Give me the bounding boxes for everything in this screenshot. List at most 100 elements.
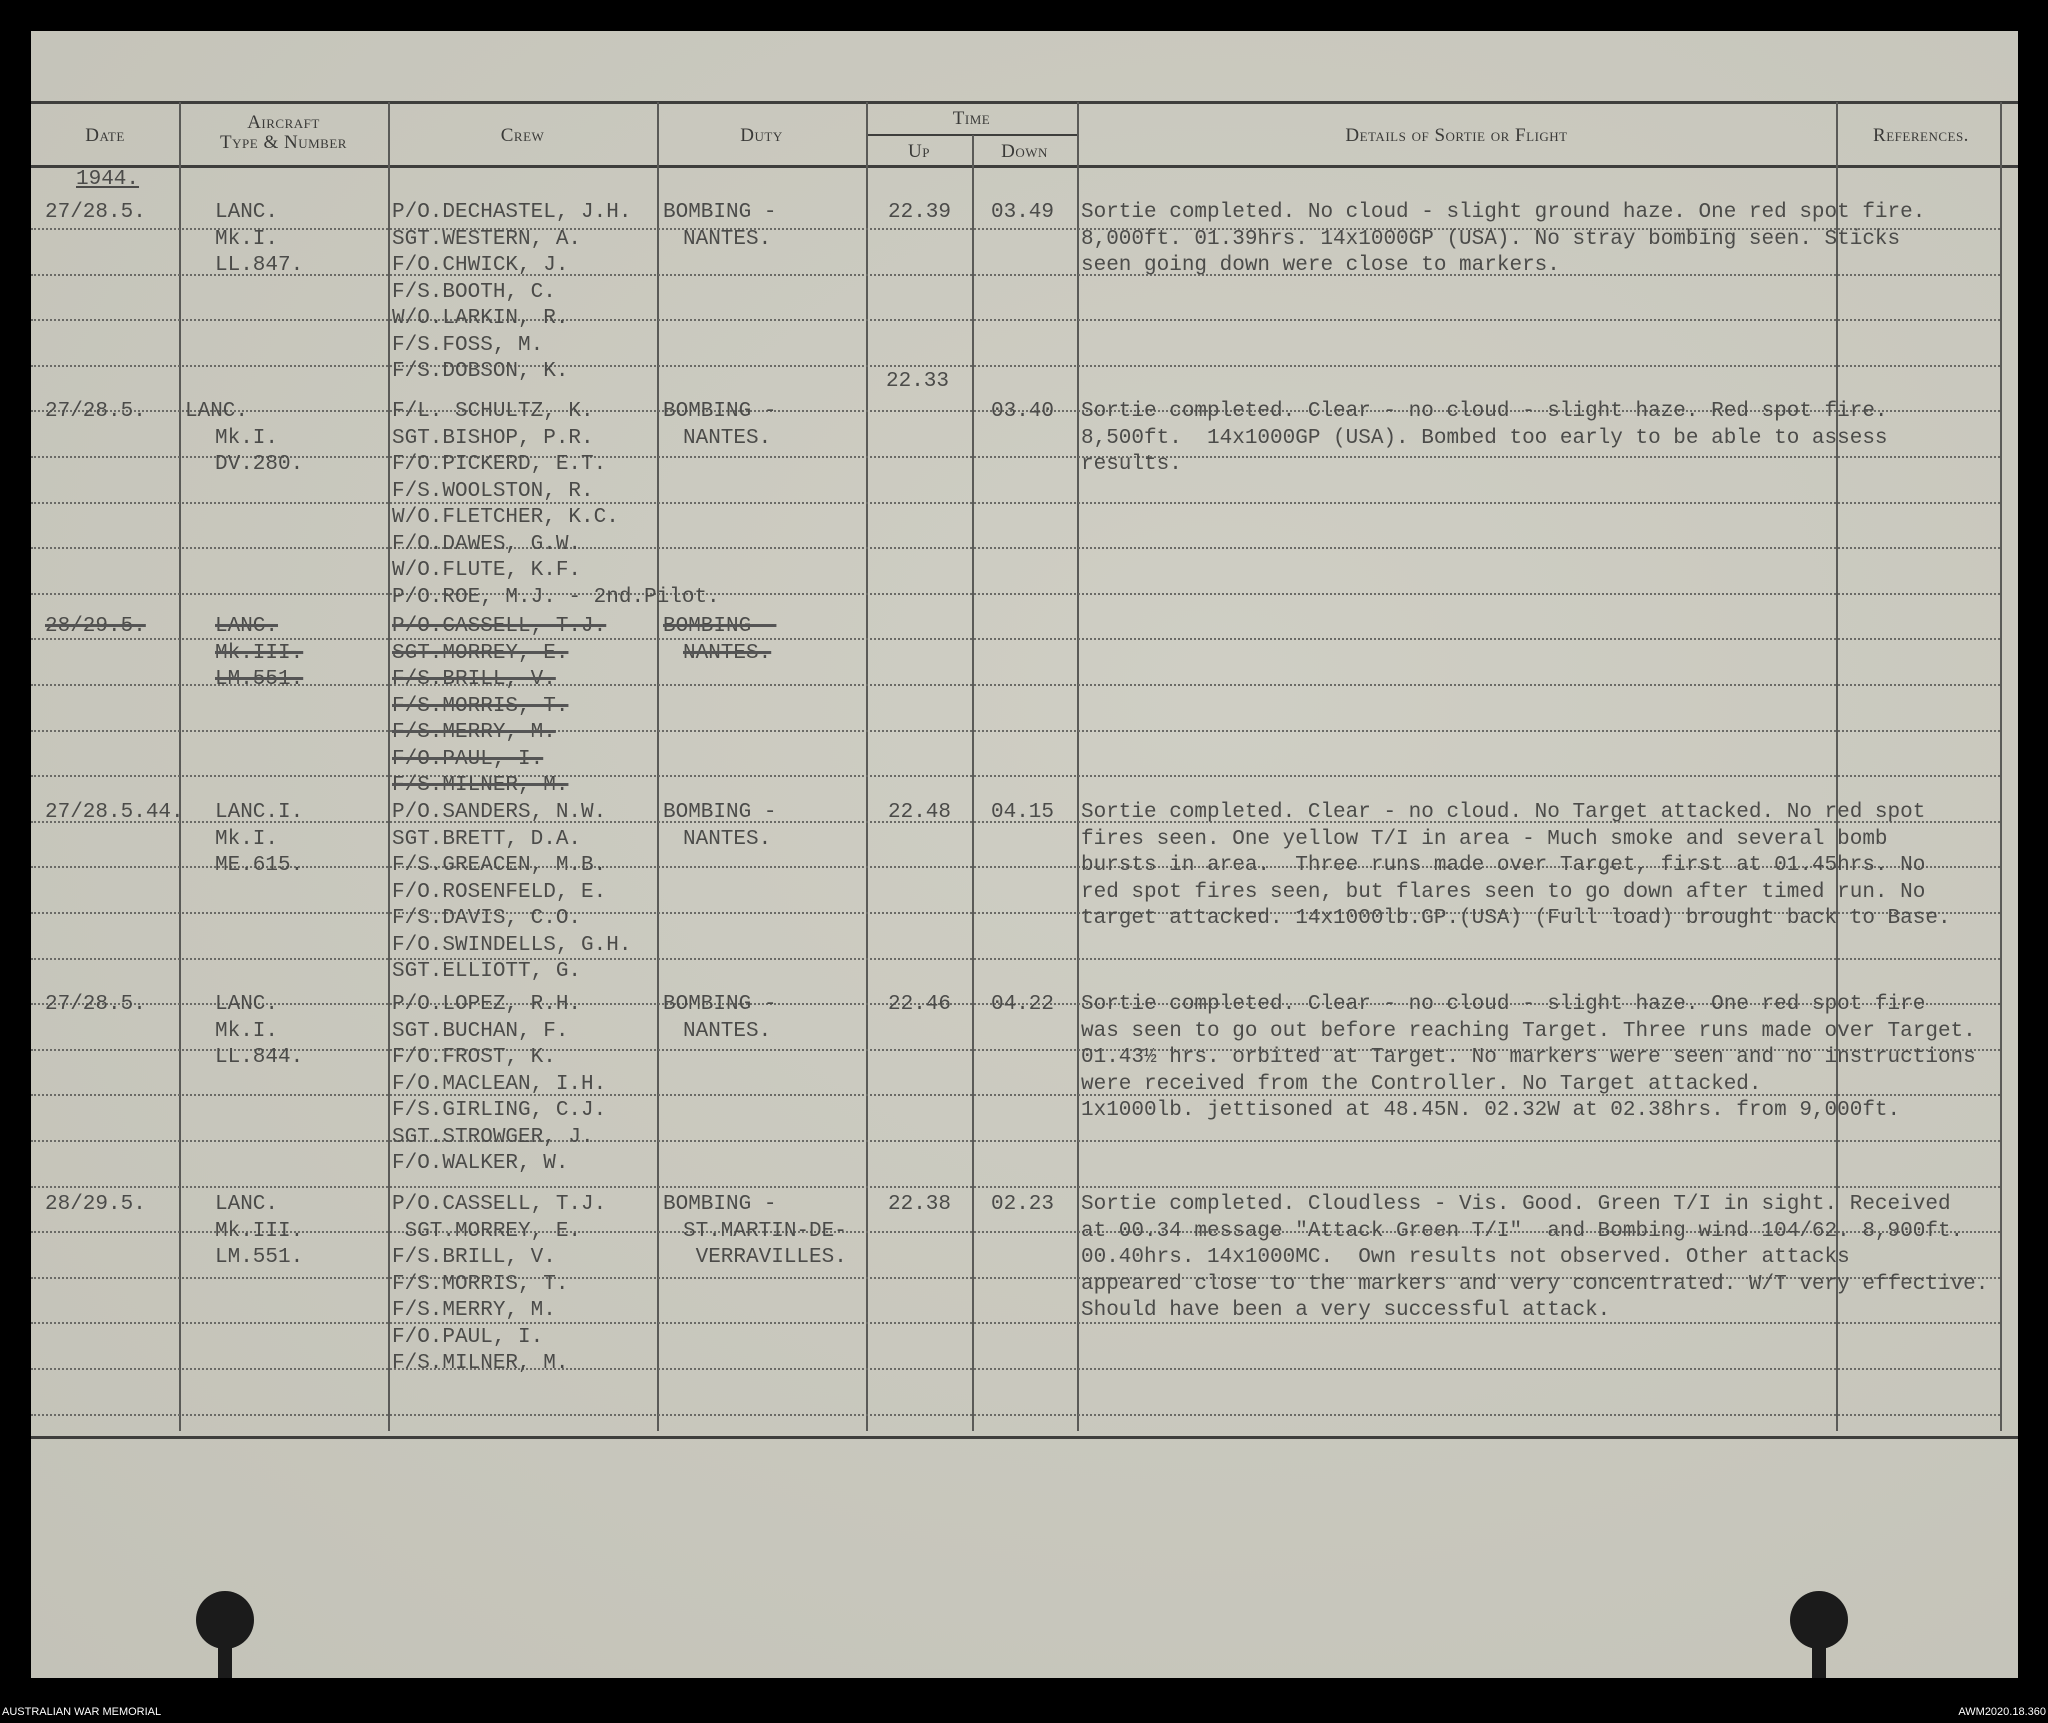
details-line: appeared close to the markers and very c…	[1081, 1272, 1989, 1296]
column-divider	[1836, 102, 1838, 1431]
duty-line: BOMBING -	[663, 1193, 777, 1216]
crew-member: F/O.DAWES, G.W.	[392, 532, 582, 556]
crew-member: F/S.DOBSON, K.	[392, 360, 569, 383]
column-divider	[388, 102, 390, 1431]
operations-record-page: Date Aircraft Type & Number Crew Duty Ti…	[31, 31, 2018, 1678]
ruled-dotted-line	[31, 1140, 2000, 1142]
crew-member: F/S.GIRLING, C.J.	[392, 1099, 607, 1122]
header-time: Time	[952, 108, 991, 129]
crew-member: F/O.SWINDELLS, G.H.	[392, 933, 632, 957]
ruled-dotted-line	[31, 228, 2000, 230]
time-down: 03.40	[991, 400, 1055, 423]
crew-member: SGT.BRETT, D.A.	[392, 827, 582, 851]
details-line: Sortie completed. Clear - no cloud. No T…	[1081, 801, 1926, 824]
table-bottom-rule	[31, 1436, 2018, 1439]
aircraft-line: LANC.	[215, 615, 279, 638]
ruled-dotted-line	[31, 1276, 2000, 1279]
duty-line: BOMBING -	[663, 993, 777, 1016]
time-down: 04.15	[991, 801, 1055, 824]
ruled-dotted-line	[31, 1003, 2000, 1006]
crew-member: P/O.DECHASTEL, J.H.	[392, 201, 632, 224]
ruled-dotted-line	[31, 866, 2000, 869]
time-up: 22.39	[888, 201, 952, 224]
details-line: were received from the Controller. No Ta…	[1081, 1072, 1762, 1096]
footer-institution: AUSTRALIAN WAR MEMORIAL	[2, 1706, 162, 1718]
details-line: target attacked. 14x1000lb.GP.(USA) (Ful…	[1081, 907, 1951, 930]
time-divider-rule	[866, 134, 1077, 136]
header-aircraft: Aircraft Type & Number	[179, 113, 388, 153]
details-line: Sortie completed. Clear - no cloud - sli…	[1081, 993, 1926, 1016]
time-up: 22.46	[888, 993, 952, 1016]
crew-member: SGT.BUCHAN, F.	[392, 1019, 569, 1043]
column-divider	[657, 102, 659, 1431]
details-line: 8,500ft. 14x1000GP (USA). Bombed too ear…	[1081, 426, 1888, 450]
details-line: fires seen. One yellow T/I in area - Muc…	[1081, 827, 1888, 851]
aircraft-line: ME.615.	[215, 854, 304, 877]
aircraft-line: LANC.	[185, 400, 249, 423]
aircraft-line: Mk.I.	[215, 227, 279, 251]
crew-member: F/S.BRILL, V.	[392, 1246, 556, 1269]
ruled-dotted-line	[31, 501, 2000, 504]
aircraft-line: LM.551.	[215, 668, 304, 691]
duty-line: NANTES.	[683, 426, 772, 450]
entry-date: 27/28.5.	[45, 201, 146, 224]
ruled-dotted-line	[31, 775, 2000, 778]
ruled-dotted-line	[31, 1185, 2000, 1188]
crew-member: F/O.PAUL, I.	[392, 1325, 544, 1349]
duty-line: VERRAVILLES.	[683, 1246, 847, 1269]
punch-hole-right-slot	[1812, 1621, 1826, 1678]
details-line: seen going down were close to markers.	[1081, 254, 1560, 277]
header-details: Details of Sortie or Flight	[1345, 125, 1568, 146]
aircraft-line: LL.847.	[215, 254, 304, 277]
ruled-dotted-line	[31, 547, 2000, 550]
ruled-dotted-line	[31, 456, 2000, 458]
aircraft-line: LM.551.	[215, 1246, 304, 1269]
aircraft-line: DV.280.	[215, 453, 304, 476]
time-down: 02.23	[991, 1193, 1055, 1216]
duty-line: BOMBING -	[663, 400, 777, 423]
time-up: 22.48	[888, 801, 952, 824]
entry-date: 28/29.5.	[45, 615, 146, 638]
time-down: 03.49	[991, 201, 1055, 224]
duty-line: BOMBING -	[663, 615, 777, 638]
ruled-dotted-line	[31, 729, 2000, 732]
duty-line: NANTES.	[683, 641, 772, 665]
footer-reference-id: AWM2020.18.360	[1958, 1706, 2046, 1718]
crew-member: P/O.SANDERS, N.W.	[392, 801, 607, 824]
crew-member: P/O.ROE, M.J. - 2nd.Pilot.	[392, 585, 720, 609]
crew-member: SGT.MORREY, E.	[392, 641, 569, 665]
ruled-dotted-line	[31, 1048, 2000, 1051]
details-line: results.	[1081, 453, 1182, 476]
duty-line: NANTES.	[683, 827, 772, 851]
time-up-corrected: 22.33	[886, 370, 950, 393]
year-label: 1944.	[76, 168, 140, 191]
entry-date: 27/28.5.	[45, 400, 146, 423]
aircraft-line: LANC.	[215, 1193, 279, 1216]
crew-member: F/O.PAUL, I.	[392, 747, 544, 771]
crew-member: F/S.BOOTH, C.	[392, 280, 556, 304]
header-references: References.	[1873, 125, 1969, 146]
crew-member: SGT.ELLIOTT, G.	[392, 960, 582, 983]
aircraft-line: Mk.I.	[215, 426, 279, 450]
details-line: 1x1000lb. jettisoned at 48.45N. 02.32W a…	[1081, 1099, 1901, 1122]
details-line: 00.40hrs. 14x1000MC. Own results not obs…	[1081, 1246, 1850, 1269]
crew-member: W/O.LARKIN, R.	[392, 307, 569, 330]
header-aircraft-line2: Type & Number	[220, 132, 347, 153]
ruled-dotted-line	[31, 684, 2000, 686]
crew-member: SGT.MORREY, E.	[392, 1219, 582, 1243]
crew-member: F/S.FOSS, M.	[392, 333, 544, 357]
aircraft-line: Mk.I.	[215, 827, 279, 851]
ruled-dotted-line	[31, 957, 2000, 960]
header-aircraft-line1: Aircraft	[247, 112, 320, 133]
header-bottom-rule	[31, 165, 2018, 168]
entry-date: 27/28.5.	[45, 993, 146, 1016]
ruled-dotted-line	[31, 410, 2000, 413]
crew-member: P/O.CASSELL, T.J.	[392, 1193, 607, 1216]
details-line: red spot fires seen, but flares seen to …	[1081, 880, 1926, 904]
header-down: Down	[1001, 141, 1048, 162]
crew-member: F/S.MORRIS, T.	[392, 694, 569, 718]
crew-member: F/O.ROSENFELD, E.	[392, 880, 607, 904]
ruled-dotted-line	[31, 364, 2000, 367]
details-line: Should have been a very successful attac…	[1081, 1299, 1611, 1322]
details-line: 01.43½ hrs. orbited at Target. No marker…	[1081, 1046, 1976, 1069]
